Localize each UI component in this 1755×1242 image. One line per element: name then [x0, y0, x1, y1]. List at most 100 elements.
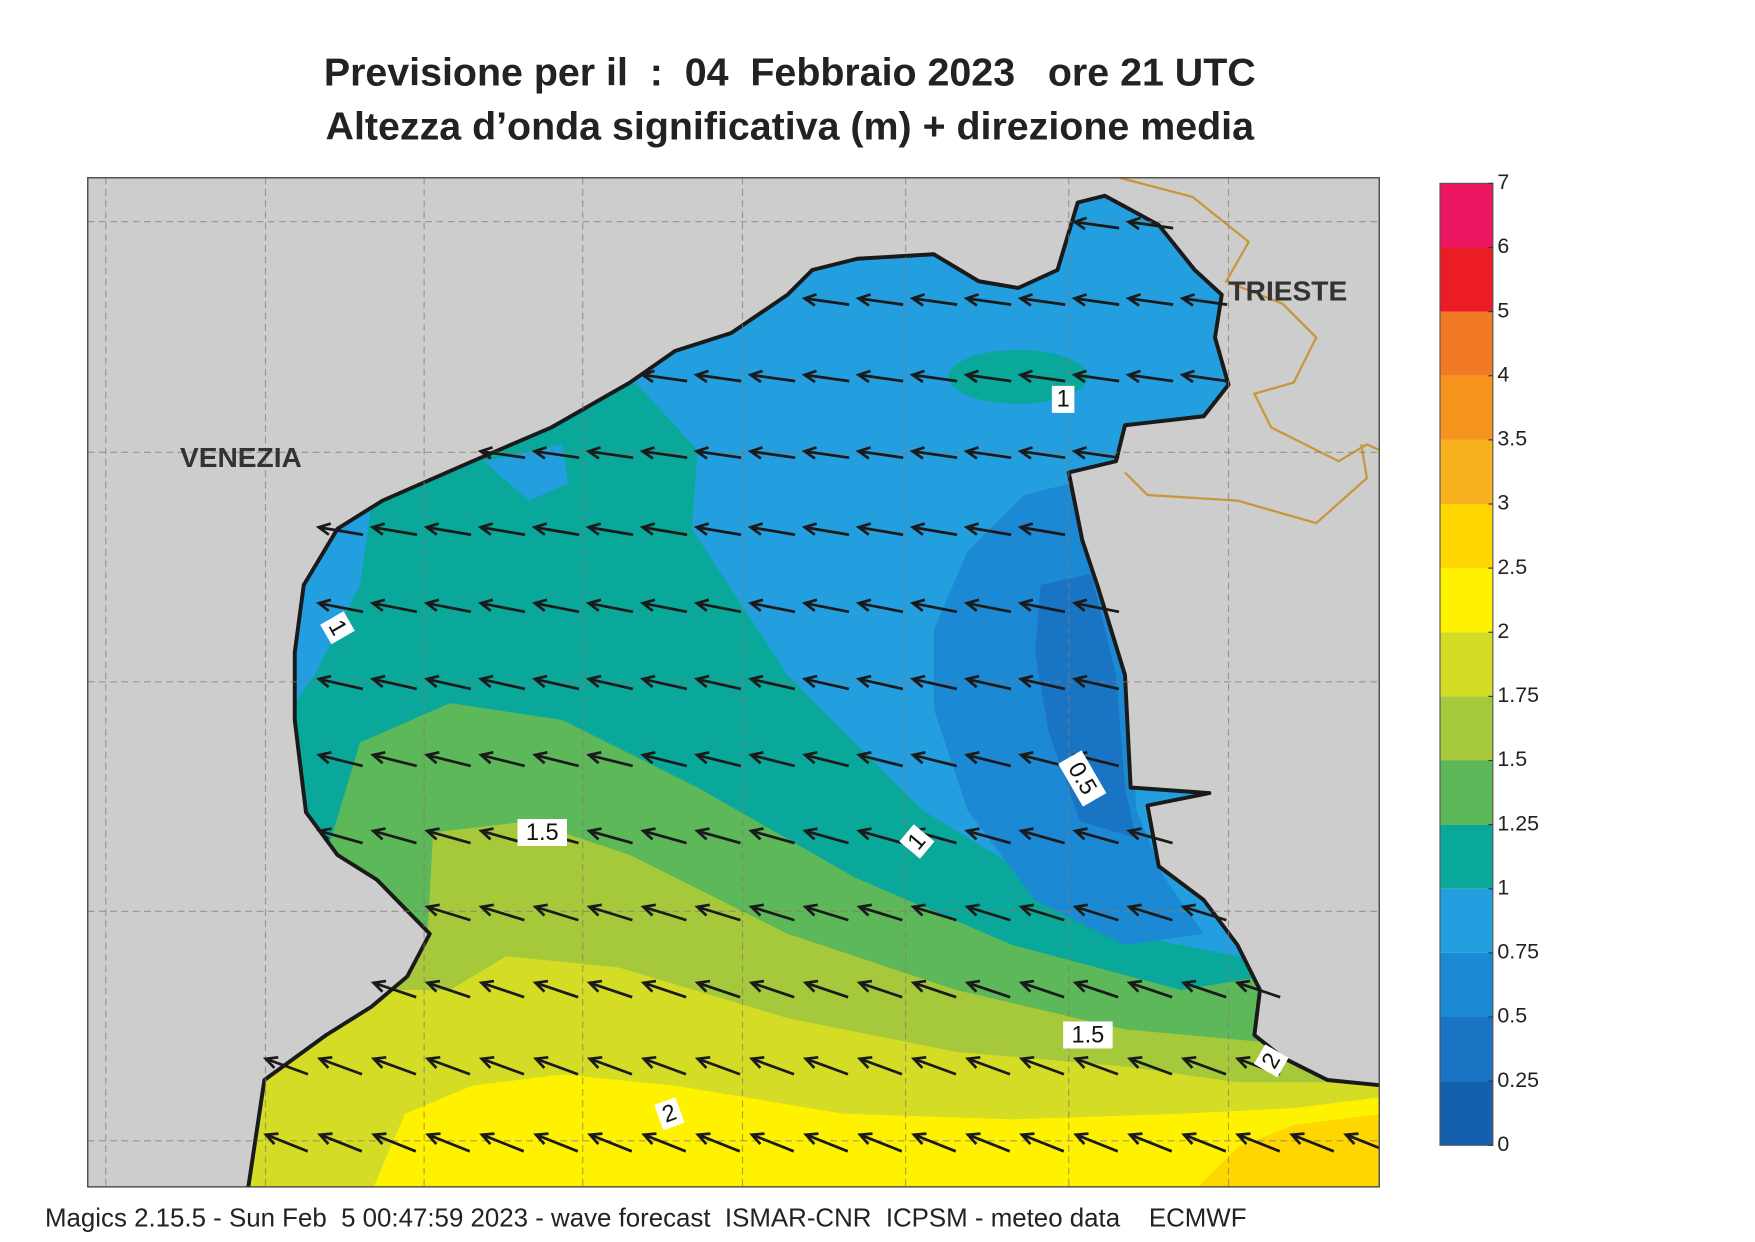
colorbar-tick-label: 7 — [1497, 170, 1509, 194]
direction-arrow — [316, 1055, 363, 1076]
colorbar-tick-label: 2 — [1497, 619, 1509, 643]
direction-arrow — [1125, 369, 1174, 384]
direction-arrow — [911, 1132, 957, 1153]
wave-height-zone — [371, 1074, 1380, 1187]
direction-arrow — [315, 522, 364, 537]
coastline — [246, 193, 1380, 1187]
contour-label-text: 1 — [1057, 387, 1070, 413]
direction-arrow — [640, 903, 687, 922]
colorbar-tick-label: 1.5 — [1497, 747, 1527, 771]
direction-arrow — [1073, 1132, 1119, 1153]
direction-arrow — [1017, 598, 1066, 614]
direction-arrow — [424, 750, 472, 768]
contour-label: 1 — [1051, 385, 1075, 413]
direction-arrow — [478, 903, 525, 922]
direction-arrow — [855, 446, 904, 460]
contour-label-text: 1.5 — [1071, 1022, 1104, 1048]
direction-arrow — [747, 674, 796, 691]
direction-arrow — [910, 979, 957, 999]
direction-arrow — [802, 750, 850, 768]
direction-arrow — [748, 750, 796, 768]
colorbar-band — [1440, 439, 1493, 504]
colorbar-band — [1440, 888, 1493, 953]
direction-arrow — [478, 750, 526, 768]
direction-arrow — [801, 522, 850, 537]
direction-arrow — [263, 1132, 309, 1153]
direction-arrow — [1071, 293, 1120, 307]
direction-arrow — [1235, 1132, 1281, 1153]
direction-arrow — [694, 903, 741, 922]
colorbar-band — [1440, 760, 1493, 825]
direction-arrow — [587, 1132, 633, 1153]
direction-arrow — [639, 446, 688, 460]
direction-arrow — [586, 827, 633, 845]
colorbar: 0 0.25 0.5 0.75 1 1.25 1.5 1.75 2 2.5 3 3.5 4 5 6 7 — [1439, 170, 1539, 1156]
direction-arrow — [424, 903, 471, 922]
direction-arrow — [586, 750, 634, 768]
colorbar-tick-label: 0.5 — [1497, 1004, 1527, 1028]
direction-arrow — [585, 598, 634, 614]
direction-arrow — [802, 979, 849, 999]
colorbar-band — [1440, 824, 1493, 889]
direction-arrow — [1179, 293, 1228, 307]
direction-arrow — [531, 598, 580, 614]
direction-arrow — [855, 598, 904, 614]
direction-arrow — [585, 446, 634, 460]
direction-arrow — [586, 903, 633, 922]
contour-label: 1.5 — [517, 819, 567, 846]
colorbar-tick-label: 4 — [1497, 362, 1509, 386]
direction-arrow — [1126, 1055, 1173, 1076]
direction-arrow — [693, 598, 742, 614]
direction-arrow — [1018, 979, 1065, 999]
direction-arrow — [802, 903, 849, 922]
direction-arrow — [964, 1055, 1011, 1076]
direction-arrow — [748, 827, 795, 845]
direction-arrow — [1018, 750, 1066, 768]
direction-arrow — [369, 522, 418, 537]
direction-arrow — [693, 446, 742, 460]
direction-arrow — [747, 522, 796, 537]
colorbar-band — [1440, 952, 1493, 1017]
direction-arrow — [1181, 1132, 1227, 1153]
border — [1119, 177, 1380, 525]
contour-label-bg — [1253, 1044, 1289, 1078]
direction-arrow — [1071, 216, 1120, 231]
direction-arrow — [639, 598, 688, 614]
direction-arrow — [964, 750, 1012, 768]
direction-arrow — [693, 522, 742, 537]
direction-arrow — [1289, 1132, 1335, 1153]
direction-arrow — [801, 446, 850, 460]
direction-arrow — [1072, 979, 1119, 999]
direction-arrow — [639, 369, 688, 384]
direction-arrow — [533, 1132, 579, 1153]
direction-arrow — [1072, 903, 1119, 922]
direction-arrow — [748, 903, 795, 922]
colorbar-band — [1440, 311, 1493, 376]
map-frame — [87, 177, 1380, 1188]
direction-arrow — [477, 674, 526, 691]
contour-label-bg — [899, 824, 935, 859]
direction-arrow — [1019, 1132, 1065, 1153]
direction-arrow — [1072, 1055, 1119, 1076]
direction-arrow — [371, 1132, 417, 1153]
direction-arrow — [1017, 369, 1066, 384]
direction-arrow — [423, 522, 472, 537]
colorbar-tick-label: 5 — [1497, 298, 1509, 322]
direction-arrow — [909, 598, 958, 614]
direction-arrow — [317, 1132, 363, 1153]
colorbar-tick-label: 3.5 — [1497, 427, 1527, 451]
direction-arrow — [856, 1055, 903, 1076]
direction-arrow — [479, 1132, 525, 1153]
direction-arrow — [963, 446, 1012, 460]
direction-arrow — [1234, 979, 1281, 999]
direction-arrow — [1180, 903, 1227, 922]
direction-arrow — [477, 522, 526, 537]
direction-arrow — [963, 598, 1012, 614]
direction-arrow — [801, 598, 850, 614]
colorbar-tick-label: 0.25 — [1497, 1068, 1539, 1092]
direction-arrow — [586, 979, 633, 999]
direction-arrow — [694, 750, 742, 768]
direction-arrow — [693, 369, 742, 384]
